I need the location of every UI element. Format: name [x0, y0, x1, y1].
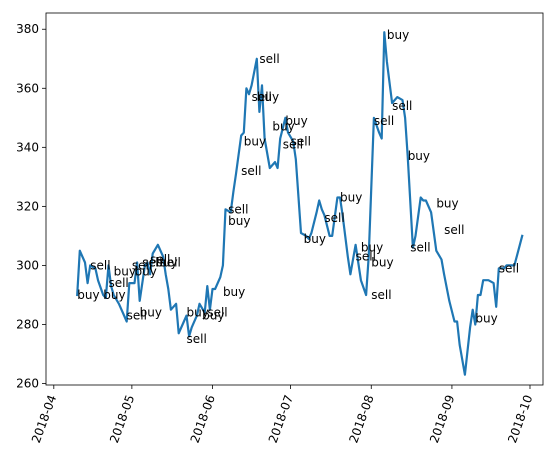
sell-annotation: sell — [207, 306, 227, 320]
x-tick-label: 2018-04 — [29, 393, 59, 445]
buy-annotation: buy — [340, 191, 362, 205]
sell-annotation: sell — [374, 114, 394, 128]
y-tick-label: 380 — [16, 22, 39, 36]
buy-annotation: buy — [408, 149, 430, 163]
sell-annotation: sell — [392, 99, 412, 113]
x-tick-label: 2018-10 — [505, 393, 535, 445]
sell-annotation: sell — [410, 241, 430, 255]
sell-annotation: sell — [187, 332, 207, 346]
y-tick-label: 340 — [16, 140, 39, 154]
sell-annotation: sell — [324, 211, 344, 225]
y-tick-label: 360 — [16, 81, 39, 95]
buy-annotation: buy — [77, 288, 99, 302]
buy-annotation: buy — [223, 285, 245, 299]
x-tick-label: 2018-05 — [107, 393, 137, 445]
buy-annotation: buy — [285, 114, 307, 128]
sell-annotation: sell — [259, 52, 279, 66]
sell-annotation: sell — [499, 261, 519, 275]
x-tick-label: 2018-08 — [346, 393, 376, 445]
x-tick-label: 2018-09 — [427, 393, 457, 445]
sell-annotation: sell — [160, 255, 180, 269]
buy-annotation: buy — [436, 196, 458, 210]
x-tick-label: 2018-07 — [266, 393, 296, 445]
buy-annotation: buy — [387, 28, 409, 42]
buy-annotation: buy — [228, 214, 250, 228]
buy-annotation: buy — [257, 90, 279, 104]
sell-annotation: sell — [291, 134, 311, 148]
buy-annotation: buy — [475, 312, 497, 326]
buy-annotation: buy — [140, 306, 162, 320]
buy-annotation: buy — [304, 232, 326, 246]
plot-frame — [46, 13, 543, 385]
buy-annotation: buy — [361, 241, 383, 255]
y-tick-label: 280 — [16, 317, 39, 331]
sell-annotation: sell — [444, 223, 464, 237]
sell-annotation: sell — [90, 258, 110, 272]
sell-annotation: sell — [371, 288, 391, 302]
sell-annotation: sell — [241, 164, 261, 178]
buy-annotation: buy — [244, 134, 266, 148]
y-tick-label: 320 — [16, 199, 39, 213]
x-tick-label: 2018-06 — [188, 393, 218, 445]
y-tick-label: 300 — [16, 258, 39, 272]
buy-annotation: buy — [371, 255, 393, 269]
y-tick-label: 260 — [16, 377, 39, 391]
